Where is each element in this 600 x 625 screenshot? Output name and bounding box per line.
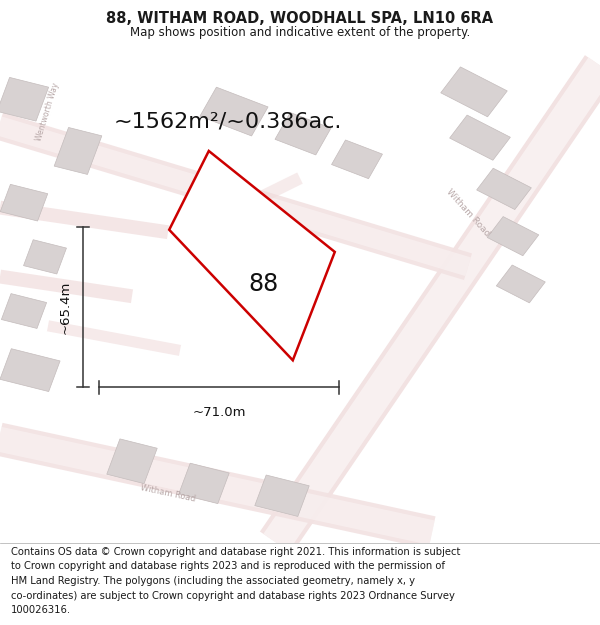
Polygon shape bbox=[449, 115, 511, 160]
Polygon shape bbox=[0, 184, 48, 221]
Text: ~65.4m: ~65.4m bbox=[59, 281, 72, 334]
Polygon shape bbox=[255, 475, 309, 516]
Text: Witham Road: Witham Road bbox=[445, 187, 491, 238]
Text: 88, WITHAM ROAD, WOODHALL SPA, LN10 6RA: 88, WITHAM ROAD, WOODHALL SPA, LN10 6RA bbox=[106, 11, 494, 26]
Polygon shape bbox=[0, 78, 49, 121]
Text: Wentworth Way: Wentworth Way bbox=[35, 81, 61, 142]
Text: to Crown copyright and database rights 2023 and is reproduced with the permissio: to Crown copyright and database rights 2… bbox=[11, 561, 445, 571]
Text: Map shows position and indicative extent of the property.: Map shows position and indicative extent… bbox=[130, 26, 470, 39]
Polygon shape bbox=[107, 439, 157, 484]
Polygon shape bbox=[332, 140, 382, 179]
Polygon shape bbox=[476, 168, 532, 209]
Text: Witham Road: Witham Road bbox=[140, 483, 196, 504]
Text: 100026316.: 100026316. bbox=[11, 606, 71, 616]
Polygon shape bbox=[487, 217, 539, 256]
Polygon shape bbox=[200, 87, 268, 136]
Text: ~1562m²/~0.386ac.: ~1562m²/~0.386ac. bbox=[114, 111, 342, 131]
Polygon shape bbox=[496, 265, 545, 303]
Text: HM Land Registry. The polygons (including the associated geometry, namely x, y: HM Land Registry. The polygons (includin… bbox=[11, 576, 415, 586]
Text: Wentworth Way: Wentworth Way bbox=[209, 203, 271, 231]
Text: co-ordinates) are subject to Crown copyright and database rights 2023 Ordnance S: co-ordinates) are subject to Crown copyr… bbox=[11, 591, 455, 601]
Text: ~71.0m: ~71.0m bbox=[192, 406, 246, 419]
Polygon shape bbox=[169, 151, 335, 360]
Polygon shape bbox=[1, 294, 47, 329]
Polygon shape bbox=[179, 463, 229, 504]
Polygon shape bbox=[275, 112, 331, 155]
Text: Contains OS data © Crown copyright and database right 2021. This information is : Contains OS data © Crown copyright and d… bbox=[11, 547, 460, 557]
Polygon shape bbox=[23, 240, 67, 274]
Polygon shape bbox=[54, 127, 102, 174]
Polygon shape bbox=[441, 67, 507, 117]
Text: 88: 88 bbox=[249, 272, 279, 296]
Polygon shape bbox=[0, 349, 60, 391]
